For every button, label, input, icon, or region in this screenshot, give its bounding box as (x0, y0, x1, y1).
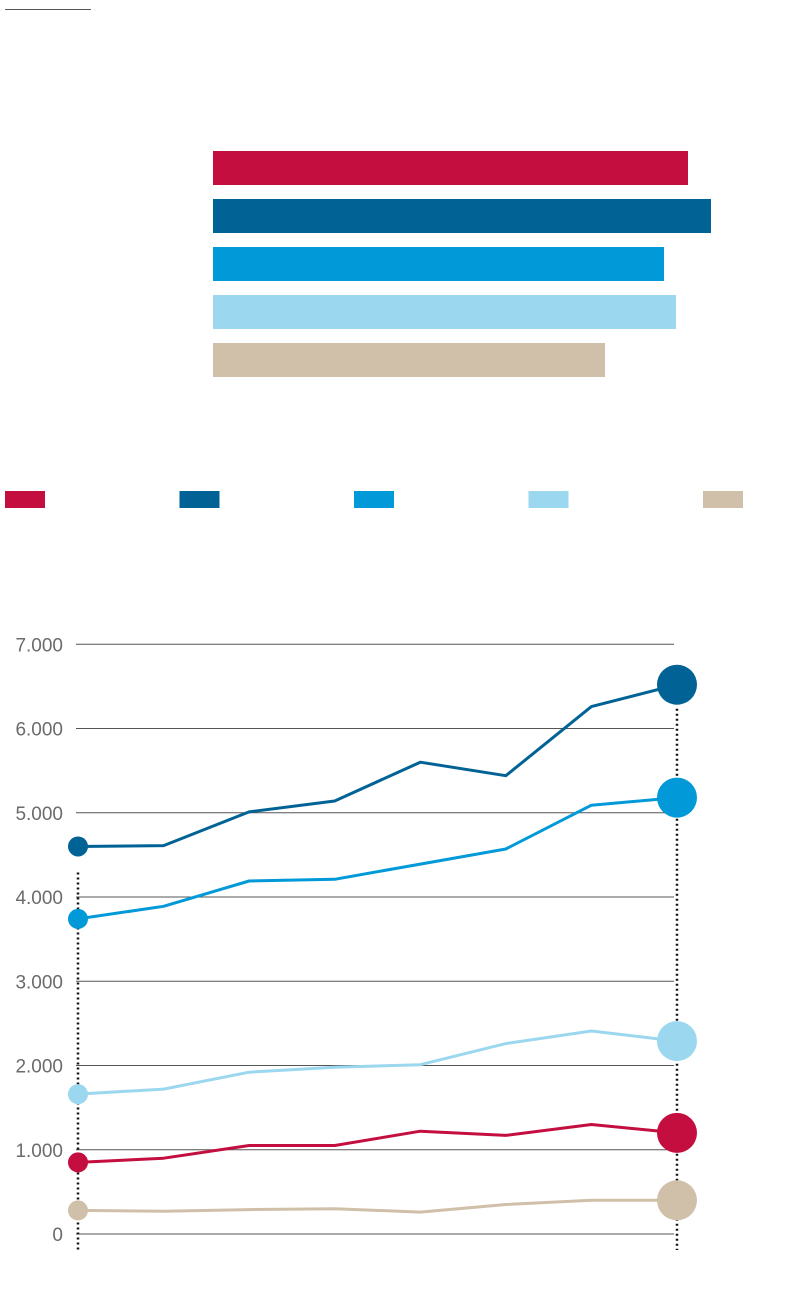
series-line-4 (76, 1123, 679, 1164)
series-lines (76, 683, 679, 1214)
series-3-end-point (656, 1021, 697, 1062)
series-2-end-point (656, 777, 697, 818)
legend-swatch-3 (354, 491, 394, 508)
series-markers (68, 664, 697, 1221)
bar-chart (213, 151, 711, 377)
legend-swatch-4 (528, 491, 569, 508)
series-1-end-point (656, 664, 697, 705)
series-1-start-point (68, 836, 88, 857)
y-tick-label: 7.000 (15, 635, 63, 656)
bar-1 (213, 151, 688, 185)
bar-3 (213, 247, 664, 281)
series-line-3 (76, 1029, 679, 1096)
bar-5 (213, 343, 605, 377)
series-4-end-point (656, 1112, 697, 1153)
y-tick-label: 2.000 (15, 1057, 63, 1078)
bar-4 (213, 295, 676, 329)
legend-swatch-1 (5, 491, 45, 508)
series-3-start-point (68, 1084, 88, 1105)
y-tick-labels: 0 1.000 2.000 3.000 4.000 5.000 6.000 7.000 (15, 635, 63, 1246)
series-2-start-point (68, 908, 88, 929)
y-tick-label: 3.000 (15, 972, 63, 993)
series-line-1 (76, 683, 679, 848)
y-tick-label: 5.000 (15, 804, 63, 825)
y-tick-label: 4.000 (15, 888, 63, 909)
guide-lines (76, 708, 679, 1250)
series-line-5 (76, 1198, 679, 1214)
series-4-start-point (68, 1152, 88, 1173)
bar-2 (213, 199, 711, 233)
legend (5, 491, 743, 508)
series-5-start-point (68, 1200, 88, 1221)
legend-swatch-5 (703, 491, 743, 508)
y-tick-label: 6.000 (15, 720, 63, 741)
line-chart: 0 1.000 2.000 3.000 4.000 5.000 6.000 7.000 (15, 635, 697, 1250)
series-5-end-point (656, 1180, 697, 1221)
series-line-2 (76, 796, 679, 921)
legend-swatch-2 (179, 491, 220, 508)
y-tick-label: 0 (52, 1225, 63, 1246)
y-tick-label: 1.000 (15, 1141, 63, 1162)
y-gridlines (76, 643, 674, 1235)
